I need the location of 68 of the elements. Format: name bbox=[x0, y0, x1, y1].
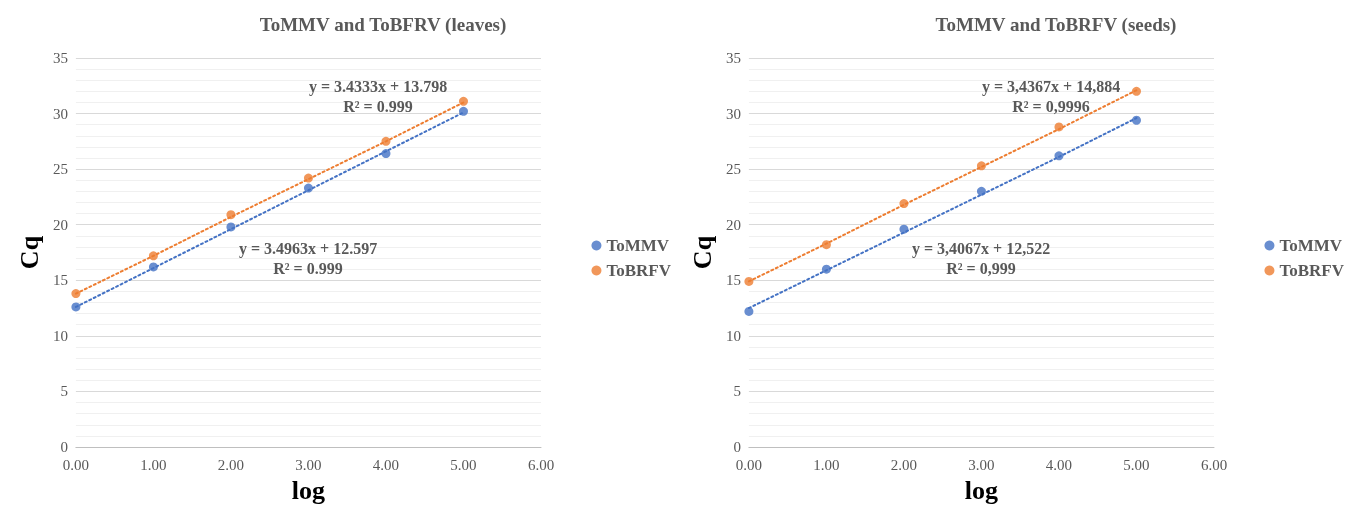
y-tick-label: 5 bbox=[733, 383, 741, 400]
legend-label: ToMMV bbox=[1279, 236, 1343, 255]
y-tick-label: 30 bbox=[725, 105, 741, 122]
point bbox=[976, 186, 986, 196]
y-tick-label: 25 bbox=[725, 161, 741, 178]
legend-label: ToBRFV bbox=[606, 261, 672, 280]
x-tick-label: 6.00 bbox=[527, 456, 555, 473]
y-tick-label: 0 bbox=[60, 439, 68, 455]
legend-label: ToMMV bbox=[606, 236, 670, 255]
x-tick-label: 1.00 bbox=[813, 456, 840, 473]
point bbox=[71, 289, 81, 299]
point bbox=[744, 276, 754, 286]
point bbox=[148, 262, 158, 272]
point bbox=[381, 149, 391, 159]
point bbox=[71, 302, 81, 312]
point bbox=[226, 222, 236, 232]
point bbox=[1054, 122, 1064, 132]
point bbox=[976, 161, 986, 171]
x-tick-label: 4.00 bbox=[1045, 456, 1073, 473]
point bbox=[744, 306, 754, 316]
point bbox=[458, 96, 468, 106]
x-tick-label: 0.00 bbox=[62, 456, 90, 473]
y-tick-label: 0 bbox=[733, 439, 741, 455]
y-tick-label: 15 bbox=[52, 272, 68, 289]
point bbox=[458, 106, 468, 116]
x-tick-label: 0.00 bbox=[735, 456, 763, 473]
point bbox=[821, 240, 831, 250]
point bbox=[1131, 86, 1141, 96]
x-axis-title: log bbox=[291, 475, 326, 505]
chart-title: ToMMV and ToBRFV (seeds) bbox=[935, 14, 1177, 36]
annotation: y = 3.4333x + 13.798 R² = 0.999 bbox=[308, 77, 448, 115]
y-tick-label: 10 bbox=[725, 327, 741, 344]
x-tick-label: 3.00 bbox=[295, 456, 322, 473]
y-axis-title: Cq bbox=[14, 235, 44, 270]
point bbox=[381, 136, 391, 146]
x-tick-label: 5.00 bbox=[1123, 456, 1150, 473]
y-tick-label: 35 bbox=[725, 50, 741, 66]
y-tick-label: 5 bbox=[60, 383, 68, 400]
point bbox=[226, 210, 236, 220]
annotation: y = 3,4367x + 14,884 R² = 0,9996 bbox=[981, 77, 1121, 115]
x-tick-label: 6.00 bbox=[1200, 456, 1228, 473]
y-tick-label: 15 bbox=[725, 272, 741, 289]
x-tick-label: 2.00 bbox=[217, 456, 245, 473]
point bbox=[303, 183, 313, 193]
chart-title: ToMMV and ToBFRV (leaves) bbox=[259, 14, 507, 36]
x-tick-label: 5.00 bbox=[450, 456, 477, 473]
point bbox=[899, 224, 909, 234]
point bbox=[148, 251, 158, 261]
x-tick-label: 1.00 bbox=[140, 456, 167, 473]
point bbox=[821, 264, 831, 274]
point bbox=[899, 199, 909, 209]
y-tick-label: 35 bbox=[52, 50, 68, 66]
x-axis-title: log bbox=[964, 475, 999, 505]
annotation: y = 3.4963x + 12.597 R² = 0.999 bbox=[238, 239, 378, 277]
y-tick-label: 25 bbox=[52, 161, 68, 178]
point bbox=[1054, 151, 1064, 161]
x-tick-label: 2.00 bbox=[890, 456, 918, 473]
x-tick-label: 4.00 bbox=[372, 456, 400, 473]
annotation: y = 3,4067x + 12,522 R² = 0,999 bbox=[911, 239, 1051, 277]
y-tick-label: 20 bbox=[725, 216, 741, 233]
point bbox=[1131, 115, 1141, 125]
y-tick-label: 20 bbox=[52, 216, 68, 233]
y-tick-label: 30 bbox=[52, 105, 68, 122]
y-tick-label: 10 bbox=[52, 327, 68, 344]
legend-label: ToBRFV bbox=[1279, 261, 1345, 280]
x-tick-label: 3.00 bbox=[968, 456, 995, 473]
y-axis-title: Cq bbox=[687, 235, 717, 270]
point bbox=[303, 173, 313, 183]
